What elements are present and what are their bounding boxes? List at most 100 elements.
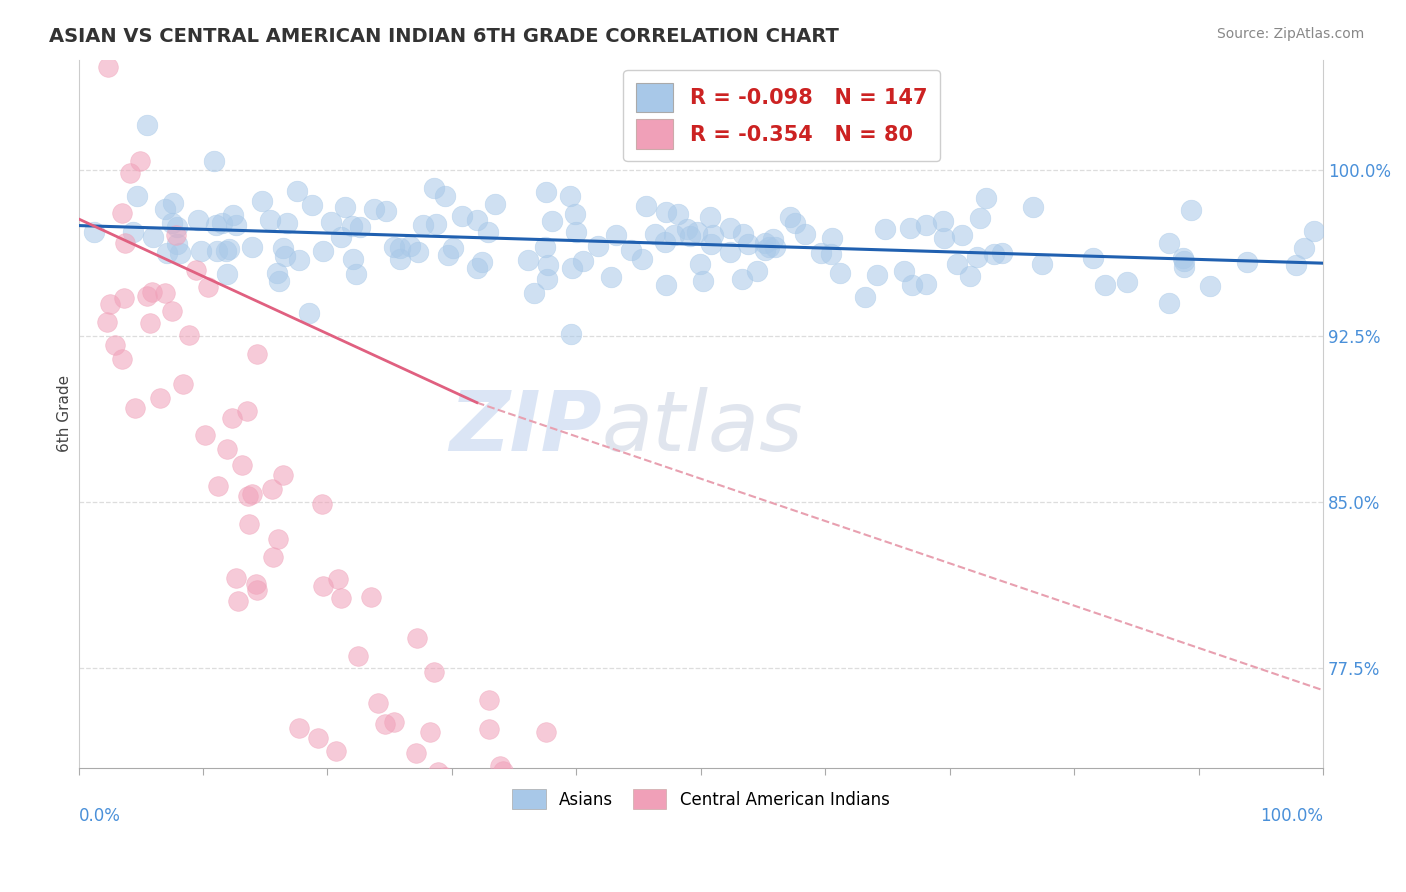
Point <box>785 216 807 230</box>
Point <box>1159 236 1181 251</box>
Point <box>655 204 678 219</box>
Point <box>966 250 988 264</box>
Point <box>932 213 955 227</box>
Point <box>221 411 243 425</box>
Point <box>477 226 499 240</box>
Point <box>731 272 754 286</box>
Point <box>326 572 349 586</box>
Legend: Asians, Central American Indians: Asians, Central American Indians <box>506 782 896 816</box>
Point <box>141 285 163 299</box>
Point <box>97 61 120 75</box>
Text: 100.0%: 100.0% <box>1260 806 1323 824</box>
Point <box>731 227 754 242</box>
Point <box>946 256 969 270</box>
Point <box>104 338 127 352</box>
Point <box>1303 224 1326 238</box>
Point <box>620 244 643 258</box>
Point <box>375 203 398 218</box>
Point <box>155 245 177 260</box>
Point <box>405 631 427 645</box>
Point <box>564 207 586 221</box>
Point <box>561 260 583 275</box>
Point <box>211 216 233 230</box>
Point <box>427 765 450 780</box>
Point <box>259 213 281 227</box>
Point <box>560 327 582 342</box>
Point <box>139 317 162 331</box>
Point <box>121 225 143 239</box>
Point <box>225 218 247 232</box>
Point <box>763 240 786 254</box>
Point <box>915 218 938 232</box>
Point <box>172 377 194 392</box>
Point <box>419 724 441 739</box>
Point <box>1180 202 1202 217</box>
Point <box>160 303 183 318</box>
Point <box>260 482 283 496</box>
Point <box>165 227 187 242</box>
Point <box>433 771 456 785</box>
Point <box>111 206 134 220</box>
Text: 0.0%: 0.0% <box>79 806 121 824</box>
Point <box>142 229 165 244</box>
Point <box>1083 251 1105 265</box>
Point <box>654 235 676 249</box>
Point <box>810 246 832 260</box>
Point <box>205 244 228 258</box>
Point <box>572 253 595 268</box>
Point <box>616 863 638 877</box>
Text: Source: ZipAtlas.com: Source: ZipAtlas.com <box>1216 27 1364 41</box>
Point <box>1116 275 1139 289</box>
Point <box>114 235 136 250</box>
Point <box>588 239 610 253</box>
Point <box>388 242 411 256</box>
Point <box>202 154 225 169</box>
Point <box>405 746 427 760</box>
Point <box>492 764 515 778</box>
Point <box>758 240 780 254</box>
Point <box>699 211 721 225</box>
Point <box>537 258 560 272</box>
Point <box>950 227 973 242</box>
Point <box>423 665 446 679</box>
Point <box>718 245 741 260</box>
Point <box>1173 254 1195 268</box>
Point <box>380 805 402 820</box>
Point <box>311 497 333 511</box>
Point <box>702 228 724 243</box>
Point <box>534 240 557 254</box>
Point <box>215 267 238 281</box>
Point <box>599 269 621 284</box>
Point <box>1094 277 1116 292</box>
Point <box>662 228 685 243</box>
Point <box>307 731 329 746</box>
Point <box>689 257 711 271</box>
Point <box>820 247 842 261</box>
Point <box>187 213 209 227</box>
Point <box>153 285 176 300</box>
Point <box>342 252 364 266</box>
Point <box>1285 259 1308 273</box>
Text: atlas: atlas <box>602 387 803 468</box>
Point <box>1198 278 1220 293</box>
Point <box>934 231 956 245</box>
Point <box>207 478 229 492</box>
Point <box>974 191 997 205</box>
Point <box>238 489 260 503</box>
Point <box>779 210 801 224</box>
Point <box>111 351 134 366</box>
Point <box>1173 260 1195 275</box>
Point <box>330 230 353 244</box>
Point <box>484 197 506 211</box>
Point <box>536 185 558 199</box>
Point <box>276 216 298 230</box>
Y-axis label: 6th Grade: 6th Grade <box>58 376 72 452</box>
Point <box>349 220 371 235</box>
Point <box>166 219 188 234</box>
Point <box>564 225 586 239</box>
Point <box>184 263 207 277</box>
Point <box>523 285 546 300</box>
Point <box>436 247 458 261</box>
Point <box>169 245 191 260</box>
Point <box>124 401 146 415</box>
